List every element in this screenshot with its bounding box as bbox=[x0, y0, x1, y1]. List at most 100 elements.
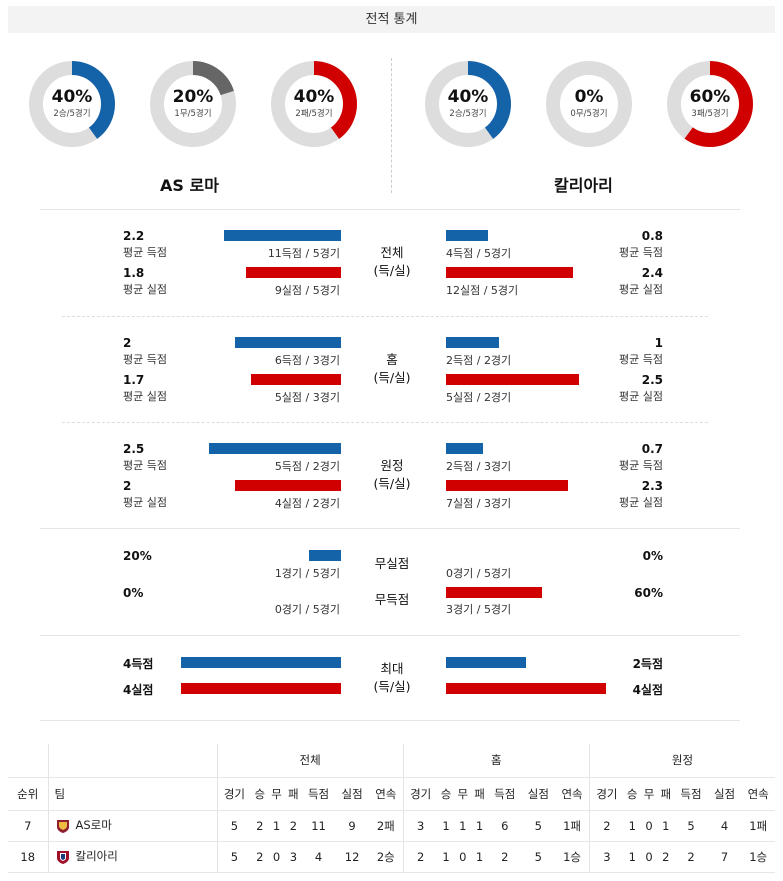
away-cleansheet-pct: 0% bbox=[642, 549, 663, 563]
home-noscore-pct: 0% bbox=[123, 586, 144, 600]
stat-cell-away: 3 bbox=[588, 841, 624, 873]
section-label: 홈 (득/실) bbox=[362, 351, 422, 387]
home-scored-bar bbox=[235, 337, 341, 348]
away-noscore-pct: 60% bbox=[634, 586, 663, 600]
stat-cell-all: 1 bbox=[268, 810, 285, 842]
col-header: 경기 bbox=[402, 777, 438, 811]
donut-home-win: 40% 2승/5경기 bbox=[28, 60, 116, 148]
section-label-sub: (득/실) bbox=[373, 476, 411, 491]
col-header: 무 bbox=[454, 777, 472, 811]
col-header: 패 bbox=[471, 777, 488, 811]
stat-cell-home: 1패 bbox=[555, 810, 590, 842]
away-avg-conceded: 2.5 bbox=[641, 373, 663, 387]
home-max-scored: 4득점 bbox=[123, 657, 154, 671]
section-label: 원정 (득/실) bbox=[362, 457, 422, 493]
stat-cell-home: 6 bbox=[487, 810, 522, 842]
away-conceded-caption: 12실점 / 5경기 bbox=[446, 284, 519, 297]
away-avg-conceded-label: 평균 실점 bbox=[619, 496, 663, 509]
donut-away-loss: 60% 3패/5경기 bbox=[666, 60, 754, 148]
away-max-scored-bar bbox=[446, 657, 526, 668]
donut-caption: 0무/5경기 bbox=[570, 109, 608, 119]
col-header: 득점 bbox=[674, 777, 708, 811]
away-conceded-caption: 7실점 / 3경기 bbox=[446, 497, 512, 510]
col-header: 패 bbox=[657, 777, 675, 811]
stat-cell-away: 7 bbox=[707, 841, 742, 873]
table-row[interactable]: 18 칼리아리 5 2 0 3 4 12 2승 2 1 0 1 2 5 1승 3 1 0 2 2 7 1승 bbox=[8, 841, 775, 873]
stat-cell-away: 4 bbox=[707, 810, 742, 842]
donut-caption: 2패/5경기 bbox=[295, 109, 333, 119]
home-conceded-caption: 5실점 / 3경기 bbox=[274, 391, 340, 404]
col-header: 득점 bbox=[301, 777, 336, 811]
team-logo-icon bbox=[55, 818, 76, 833]
home-conceded-caption: 9실점 / 5경기 bbox=[274, 284, 340, 297]
away-team-name: 칼리아리 bbox=[554, 176, 613, 195]
donut-caption: 2승/5경기 bbox=[53, 109, 91, 119]
team-logo-icon bbox=[55, 849, 76, 864]
column-header-row: 순위 팀 경기 승 무 패 득점 실점 연속 경기 승 무 패 득점 실점 연속 경기 승 무 패 득점 실점 연속 bbox=[8, 777, 775, 811]
home-cleansheet-pct: 20% bbox=[123, 549, 152, 563]
stat-cell-away: 0 bbox=[640, 841, 658, 873]
table-row[interactable]: 7 AS로마 5 2 1 2 11 9 2패 3 1 1 1 6 5 1패 2 1 0 1 5 4 1패 bbox=[8, 810, 775, 842]
team-cell[interactable]: AS로마 bbox=[47, 810, 217, 842]
donut-caption: 3패/5경기 bbox=[691, 109, 729, 119]
divider bbox=[391, 58, 392, 193]
stat-cell-all: 12 bbox=[335, 841, 369, 873]
home-team-name: AS 로마 bbox=[160, 176, 219, 195]
away-scored-caption: 2득점 / 3경기 bbox=[446, 460, 512, 473]
home-avg-conceded-label: 평균 실점 bbox=[123, 283, 167, 296]
donut-home-draw: 20% 1무/5경기 bbox=[149, 60, 237, 148]
home-avg-scored-label: 평균 득점 bbox=[123, 246, 167, 259]
section-label-main: 홈 bbox=[386, 352, 398, 367]
stat-cell-home: 1 bbox=[437, 841, 455, 873]
section-label-sub: (득/실) bbox=[373, 370, 411, 385]
stat-cell-all: 5 bbox=[216, 810, 252, 842]
col-header: 승 bbox=[437, 777, 455, 811]
home-conceded-bar bbox=[245, 267, 341, 278]
stat-cell-home: 5 bbox=[521, 841, 556, 873]
donut-away-win: 40% 2승/5경기 bbox=[424, 60, 512, 148]
col-header: 경기 bbox=[588, 777, 624, 811]
home-scored-caption: 5득점 / 2경기 bbox=[274, 460, 340, 473]
team-cell[interactable]: 칼리아리 bbox=[47, 841, 217, 873]
col-header: 연속 bbox=[368, 777, 404, 811]
divider bbox=[40, 635, 740, 636]
col-header: 무 bbox=[640, 777, 658, 811]
home-scored-caption: 6득점 / 3경기 bbox=[274, 354, 340, 367]
away-avg-conceded: 2.3 bbox=[641, 479, 663, 493]
section-title: 전적 통계 bbox=[8, 6, 775, 33]
stat-cell-away: 5 bbox=[674, 810, 708, 842]
empty-cell bbox=[8, 744, 48, 778]
stat-cell-all: 0 bbox=[268, 841, 285, 873]
section-label-sub: (득/실) bbox=[373, 263, 411, 278]
donut-percent: 60% bbox=[689, 87, 731, 107]
stat-cell-home: 1 bbox=[437, 810, 455, 842]
stat-cell-home: 1승 bbox=[555, 841, 590, 873]
empty-cell bbox=[47, 744, 217, 778]
stat-cell-all: 2 bbox=[284, 810, 302, 842]
col-header: 연속 bbox=[555, 777, 590, 811]
rank-cell: 18 bbox=[8, 841, 48, 873]
stat-cell-all: 2패 bbox=[368, 810, 404, 842]
col-rank: 순위 bbox=[8, 777, 48, 811]
donut-away-draw: 0% 0무/5경기 bbox=[545, 60, 633, 148]
stat-cell-away: 1패 bbox=[741, 810, 775, 842]
away-avg-conceded-label: 평균 실점 bbox=[619, 390, 663, 403]
away-conceded-bar bbox=[446, 267, 574, 278]
col-header: 연속 bbox=[741, 777, 775, 811]
away-max-conceded-bar bbox=[446, 683, 606, 694]
donut-percent: 40% bbox=[447, 87, 489, 107]
away-avg-scored-label: 평균 득점 bbox=[619, 246, 663, 259]
col-header: 승 bbox=[623, 777, 641, 811]
away-avg-scored: 0.7 bbox=[641, 442, 663, 456]
home-noscore-caption: 0경기 / 5경기 bbox=[274, 603, 340, 616]
section-label: 최대 (득/실) bbox=[362, 660, 422, 696]
donut-caption: 1무/5경기 bbox=[174, 109, 212, 119]
rank-cell: 7 bbox=[8, 810, 48, 842]
section-label-main: 최대 bbox=[380, 661, 404, 676]
col-header: 패 bbox=[284, 777, 302, 811]
section-label-main: 전체 bbox=[380, 245, 404, 260]
home-scored-bar bbox=[224, 230, 341, 241]
section-label-main: 원정 bbox=[380, 458, 404, 473]
cleansheet-label: 무실점 bbox=[374, 556, 410, 571]
home-avg-conceded-label: 평균 실점 bbox=[123, 496, 167, 509]
